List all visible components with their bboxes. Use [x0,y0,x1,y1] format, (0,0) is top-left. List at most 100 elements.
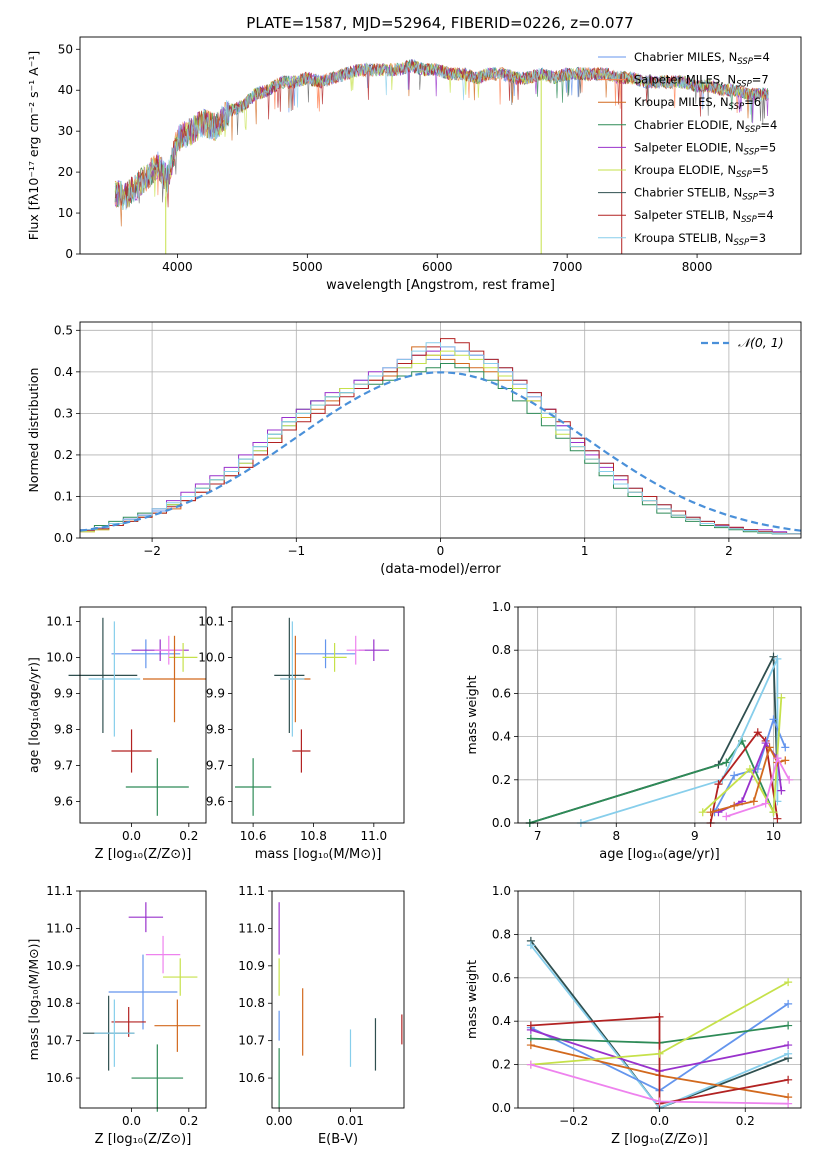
errorbar-point [154,999,201,1052]
y-tick-label: 10.8 [238,996,265,1010]
errorbar-point [88,621,141,737]
weight-marker [655,1049,664,1058]
x-tick-label: 8 [612,829,620,843]
y-tick-label: 9.6 [54,794,73,808]
x-tick-label: 0.0 [122,1114,141,1128]
errorbar-point [163,958,198,996]
errorbar-point [94,999,135,1067]
y-tick-label: 50 [58,42,73,56]
weight-marker [753,728,762,737]
errorbar-point [111,1006,146,1037]
weight-marker [781,743,790,752]
errorbar-point [145,935,181,974]
y-tick-label: 9.9 [206,686,225,700]
x-tick-label: 7000 [552,260,583,274]
plot-area [235,617,389,816]
y-axis-label: mass weight [464,960,479,1039]
weight-marker [698,808,707,817]
y-axis-label: Flux [fλ10⁻¹⁷ erg cm⁻² s⁻¹ A⁻¹] [26,51,41,240]
x-axis-label: E(B-V) [318,1132,358,1147]
x-tick-label: 0.2 [736,1114,755,1128]
axes-frame [231,606,405,824]
errorbar-point [128,902,164,933]
y-tick-label: 10.6 [238,1071,265,1085]
legend-label: Kroupa STELIB, NSSP=3 [634,231,766,248]
weight-marker [526,1041,535,1050]
weight-marker [749,797,758,806]
x-axis-label: mass [log₁₀(M/M⊙)] [255,847,382,862]
legend-label: Kroupa MILES, NSSP=6 [634,95,761,112]
weight-marker [526,1060,535,1069]
x-axis-label: wavelength [Angstrom, rest frame] [326,278,555,293]
y-tick-label: 30 [58,124,73,138]
errorbar-point [295,639,356,669]
weight-marker [722,758,731,767]
weight-line [529,739,775,824]
x-tick-label: −2 [143,544,161,558]
y-tick-label: 10 [58,206,73,220]
y-tick-label: 10.8 [46,996,73,1010]
y-tick-label: 9.7 [54,758,73,772]
legend-label: Kroupa ELODIE, NSSP=5 [634,163,769,180]
x-axis-label: (data-model)/error [380,562,501,577]
x-tick-label: 10.6 [240,829,267,843]
x-axis-label: Z [log₁₀(Z/Z⊙)] [95,847,192,862]
x-axis-label: age [log₁₀(age/yr)] [599,847,720,862]
weight-marker [777,786,786,795]
legend: Chabrier MILES, NSSP=4 Salpeter MILES, NS… [598,50,777,248]
x-tick-label: −0.2 [559,1114,588,1128]
y-tick-label: 10.0 [46,650,73,664]
weight-marker [784,1075,793,1084]
plot-area [68,617,206,816]
weight-marker [765,743,774,752]
axes-frame [79,321,802,539]
x-tick-label: 7 [534,829,542,843]
x-tick-label: 2 [725,544,733,558]
weight-marker [784,1099,793,1108]
axes-frame [79,890,207,1109]
x-tick-label: 0.2 [179,1114,198,1128]
axes-frame [79,36,802,255]
x-tick-label: −1 [287,544,305,558]
weight-marker [769,808,778,817]
y-tick-label: 0.5 [54,323,73,337]
weight-marker [761,799,770,808]
y-tick-label: 0.1 [54,489,73,503]
weight-marker [526,1021,535,1030]
histogram-step [80,342,801,535]
y-tick-label: 0.8 [492,643,511,657]
legend-label: Chabrier ELODIE, NSSP=4 [634,118,777,135]
weight-marker [773,754,782,763]
panel-massweight-vs-Z: −0.2 0.0 0.2 0.0 0.2 0.4 0.6 0.8 1.0 Z [log₁₀(Z/Z… [464,884,802,1147]
y-tick-label: 0.8 [492,927,511,941]
errorbar-point [168,643,198,672]
weight-marker [784,1021,793,1030]
x-tick-label: 0.01 [337,1114,364,1128]
y-tick-label: 0.4 [492,1014,511,1028]
weight-marker [745,765,754,773]
spectrum-line [114,61,769,211]
legend: 𝒩(0, 1) [701,335,784,350]
figure-title: PLATE=1587, MJD=52964, FIBERID=0226, z=0… [246,14,633,32]
legend-label: Salpeter ELODIE, NSSP=5 [634,140,776,157]
x-axis-label: Z [log₁₀(Z/Z⊙)] [95,1132,192,1147]
errorbar-point [68,617,138,733]
weight-marker [761,739,770,748]
y-tick-label: 0.2 [492,773,511,787]
y-tick-label: 11.1 [238,884,265,898]
weight-marker [722,812,731,821]
weight-marker [773,814,782,823]
y-tick-label: 0.6 [492,971,511,985]
y-tick-label: 11.1 [46,884,73,898]
y-tick-label: 0 [65,247,73,261]
x-tick-label: 0.2 [179,829,198,843]
panel-age-vs-Z: 0.0 0.2 9.6 9.7 9.8 9.9 10.0 10.1 Z [log₁₀(Z/Z⊙)… [26,606,207,862]
weight-marker [769,715,778,724]
weight-line [702,697,783,816]
x-tick-label: 6000 [422,260,453,274]
errorbar-point [108,954,178,1030]
x-tick-label: 4000 [162,260,193,274]
y-tick-label: 0.0 [492,816,511,830]
y-tick-label: 10.0 [198,650,225,664]
errorbar-point [154,635,184,665]
